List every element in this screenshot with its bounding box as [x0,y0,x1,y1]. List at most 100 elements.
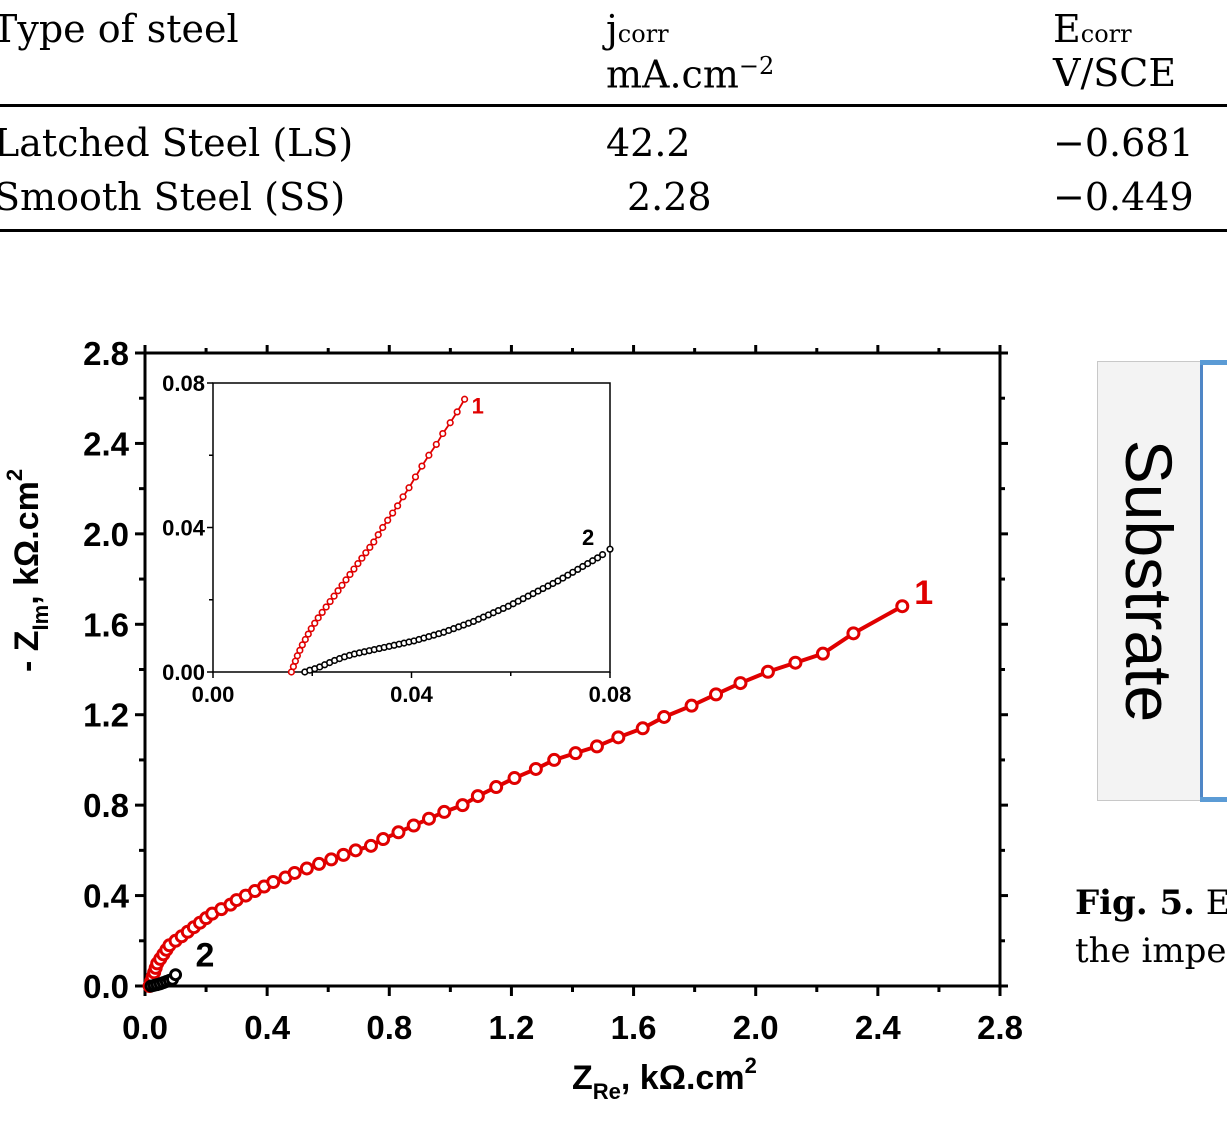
inset-series-2-point [579,562,587,571]
header-type: Type of steel [0,7,239,51]
series-1-point [815,646,830,661]
inset-series-1-point [326,597,334,606]
y-axis-label: - ZIm, kΩ.cm2 [2,469,53,672]
series-1-point [363,838,378,853]
series-1-point [299,861,314,876]
series-1-point [589,739,604,754]
series-1-point [391,825,406,840]
inset-series-1-point [322,603,330,611]
header-ecorr-subscript: corr [1080,20,1132,48]
series-1-point [760,664,775,679]
y-tick-label: 2.0 [83,516,129,553]
y-tick-label: 1.2 [83,697,129,734]
header-jcorr-unit-text: mA.cm [606,52,739,97]
y-tick-label: 0.4 [83,878,130,915]
header-ecorr-symbol: E [1053,7,1081,51]
series-1-point [709,687,724,702]
row-1-jcorr: 42.2 [606,121,691,165]
series-1-point [336,847,351,862]
inset-series-1-point [296,646,304,654]
inset-series-2-point [569,568,577,576]
inset-series-1-point [318,608,326,616]
series-1-point [788,655,803,670]
inset-y-tick-label: 0.08 [162,371,205,396]
series-1-point [376,832,391,847]
row-1-type: Latched Steel (LS) [0,121,354,165]
series-1-point [437,804,452,819]
table-header-rule [0,104,1227,107]
x-tick-label: 0.0 [122,1009,168,1046]
nyquist-chart: 0.0 0.4 0.8 1.2 1.6 2.0 2.4 2.8 0.0 0.4 0.8 1.2 1.6 2… [2,335,1023,1104]
inset-x-tick-label: 0.00 [192,682,235,707]
header-jcorr-subscript: corr [617,20,669,48]
y-tick-label: 1.6 [83,606,129,643]
main-axis-ticks: 0.0 0.4 0.8 1.2 1.6 2.0 2.4 2.8 0.0 0.4 0.8 1.2 1.6 2… [83,335,1023,1046]
inset-series-1-point [399,493,407,501]
row-2-ecorr: −0.449 [1053,175,1194,219]
caption-line-1-text: E [1205,883,1227,923]
series-2-point [169,968,183,982]
caption-line-2: the imped [1075,930,1227,971]
caption-line-1: Fig. 5. E [1075,880,1227,928]
series-1-point [611,730,626,745]
inset-series-1-point [405,484,413,492]
inset-series-2-point [554,577,562,585]
inset-series-1-point [366,543,374,551]
inset-series-2-point [593,554,602,562]
inset-y-tick-label: 0.00 [162,660,205,685]
substrate-label: Substrate [1112,439,1186,723]
inset-series-1-point [338,581,346,589]
series-1-point [406,818,421,833]
inset-series-1-point [389,509,397,517]
header-jcorr-symbol: j [606,7,618,51]
series-1-point [684,698,699,713]
series-1-point [657,709,672,724]
inset-series-1-point [394,502,402,510]
coating-edge-line [1200,361,1203,801]
inset-series-1-point [453,408,461,416]
series-1-point [895,599,910,614]
inset-series-1-point [346,570,354,579]
inset-plot-frame [212,382,611,673]
inset-y-tick-label: 0.04 [162,516,206,541]
caption-fig-label: Fig. 5. [1075,883,1195,923]
x-axis-label: ZRe, kΩ.cm2 [572,1053,757,1104]
y-tick-label: 2.4 [83,425,130,462]
inset-series-1-point [350,565,358,573]
inset-series-1-label: 1 [472,393,484,418]
series-1-point [507,771,522,786]
inset-series-2-point [559,574,567,582]
inset-series-2-point [574,565,582,574]
coating-bottom-line [1200,797,1227,802]
inset-series-2-label: 2 [582,525,594,550]
figure-caption: Fig. 5. E the imped [1075,880,1227,975]
series-1-point [324,852,339,867]
inset-series-1-point [298,641,306,649]
inset-x-tick-label: 0.08 [589,682,632,707]
series-1-point [528,761,543,776]
series-1-point [635,721,650,736]
inset-series-1-point [460,395,469,403]
y-tick-label: 0.8 [83,787,129,824]
inset-series-1-point [374,531,382,539]
inset-series-1-point [370,538,378,546]
inset-series-1-point [418,462,426,470]
inset-series-1-point [307,625,315,633]
inset-series-1-point [311,619,319,627]
main-series-layer: 12 [142,574,933,993]
y-tick-label: 2.8 [83,335,129,372]
x-tick-label: 0.4 [244,1009,291,1046]
series-1-label: 1 [914,574,933,612]
inset-series-1-point [425,451,433,459]
row-1-ecorr: −0.681 [1053,121,1194,165]
x-tick-label: 1.6 [611,1009,657,1046]
inset-series-1-point [358,554,366,562]
series-1-point [846,626,861,641]
inset-series-1-point [362,549,370,557]
header-ecorr-unit: V/SCE [1053,51,1177,95]
inset-series-1-point [330,592,338,600]
inset-series-1-point [334,587,342,595]
inset-series-1-point [446,419,454,427]
x-tick-label: 2.8 [977,1009,1023,1046]
header-jcorr-unit: mA.cm−2 [606,54,774,94]
